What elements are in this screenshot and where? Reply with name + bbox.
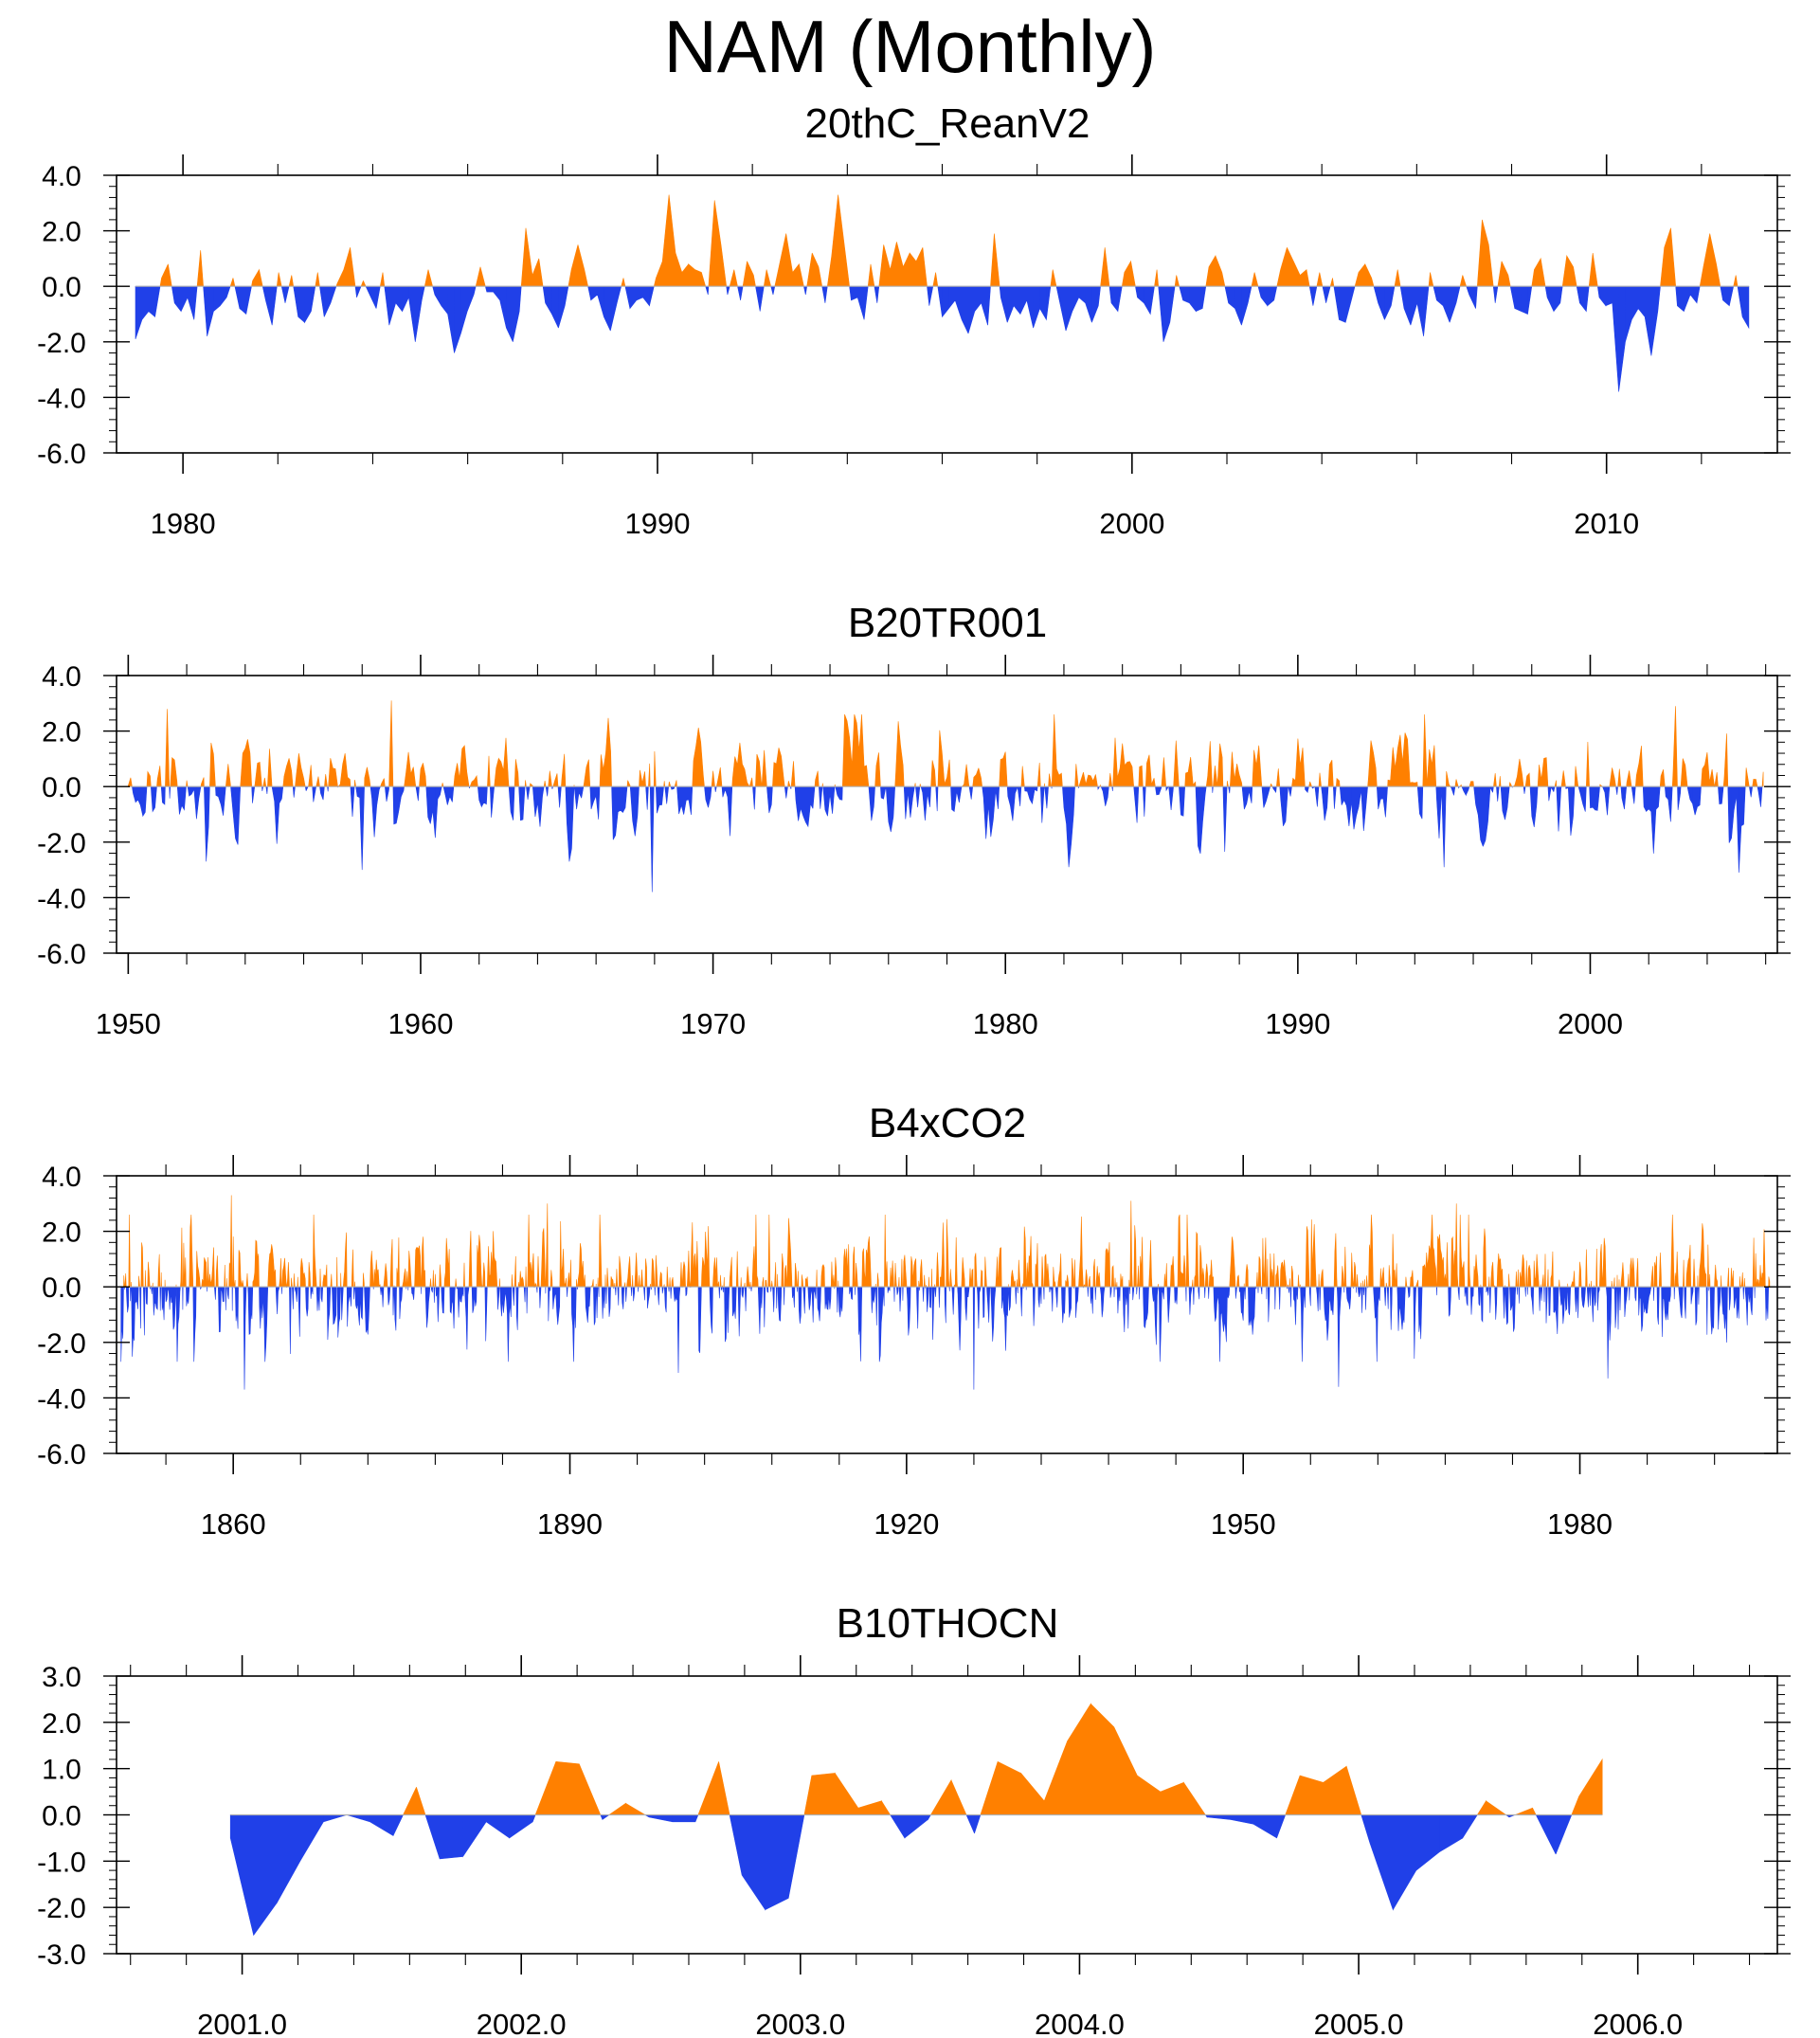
y-tick-label: -6.0 [37,939,86,970]
x-tick-label: 1860 [201,1507,266,1541]
y-tick-label: 4.0 [42,1162,81,1193]
x-tick-label: 2005.0 [1314,2008,1404,2038]
y-tick-label: -3.0 [37,1939,86,1971]
y-tick-label: 0.0 [42,1272,81,1304]
panel-title: B10THOCN [837,1600,1059,1647]
y-tick-label: -4.0 [37,1383,86,1415]
y-tick-label: -2.0 [37,1893,86,1924]
panel-title: 20thC_ReanV2 [805,100,1090,147]
y-tick-label: 0.0 [42,272,81,303]
positive-area [159,194,1739,287]
x-tick-label: 1950 [1211,1507,1276,1541]
positive-area [128,700,1764,787]
panel-20thc-reanv2: 20thC_ReanV2 4.0 2.0 0.0 -2.0 -4.0 -6.0 1980 19… [37,100,1791,540]
panel-title: B20TR001 [848,600,1047,646]
x-tick-label: 1980 [1547,1507,1613,1541]
y-tick-label: 0.0 [42,1801,81,1832]
x-tick-label: 2010 [1574,507,1639,540]
x-tick-label: 1990 [624,507,690,540]
x-tick-label: 1980 [151,507,216,540]
y-tick-label: -4.0 [37,883,86,914]
page-title: NAM (Monthly) [663,5,1157,88]
y-tick-label: 0.0 [42,772,81,803]
plot-frame [116,174,1778,454]
negative-area [132,785,1763,893]
y-tick-label: -6.0 [37,1439,86,1470]
positive-area [123,1195,1771,1288]
x-tick-label: 1960 [387,1007,453,1040]
y-tick-label: 2.0 [42,1217,81,1249]
plot-frame [116,1175,1778,1454]
x-tick-label: 2006.0 [1593,2008,1683,2038]
y-tick-label: -4.0 [37,383,86,414]
y-tick-label: 3.0 [42,1662,81,1693]
panel-title: B4xCO2 [869,1100,1026,1146]
x-tick-label: 1990 [1265,1007,1330,1040]
y-tick-label: 4.0 [42,161,81,192]
negative-area [135,285,1750,392]
x-tick-label: 2002.0 [477,2008,567,2038]
y-tick-label: 2.0 [42,217,81,248]
y-tick-label: -6.0 [37,439,86,470]
y-tick-label: -2.0 [37,1328,86,1360]
y-tick-label: 4.0 [42,661,81,693]
x-tick-label: 1920 [874,1507,939,1541]
y-tick-label: 2.0 [42,717,81,748]
x-tick-label: 1980 [973,1007,1038,1040]
y-tick-label: -1.0 [37,1847,86,1878]
x-tick-label: 2004.0 [1035,2008,1125,2038]
x-tick-label: 2000 [1558,1007,1623,1040]
plot-frame [116,675,1778,954]
x-tick-label: 2001.0 [197,2008,287,2038]
negative-area [229,1814,1573,1937]
y-tick-label: -2.0 [37,828,86,859]
panel-b4xco2: B4xCO2 4.0 2.0 0.0 -2.0 -4.0 -6.0 1860 1890 1920… [37,1100,1791,1541]
x-tick-label: 2003.0 [755,2008,845,2038]
y-tick-label: 1.0 [42,1755,81,1786]
x-tick-label: 1890 [537,1507,603,1541]
negative-area [120,1286,1770,1390]
positive-area [403,1703,1603,1815]
panel-b10thocn: B10THOCN 3.0 2.0 1.0 0.0 -1.0 -2.0 -3.0 2001.0 2… [37,1600,1791,2038]
y-tick-label: 2.0 [42,1708,81,1740]
panel-b20tr001: B20TR001 4.0 2.0 0.0 -2.0 -4.0 -6.0 1950 1960 19… [37,600,1791,1040]
y-tick-label: -2.0 [37,328,86,359]
x-tick-label: 1970 [680,1007,746,1040]
x-tick-label: 1950 [96,1007,161,1040]
x-tick-label: 2000 [1099,507,1164,540]
